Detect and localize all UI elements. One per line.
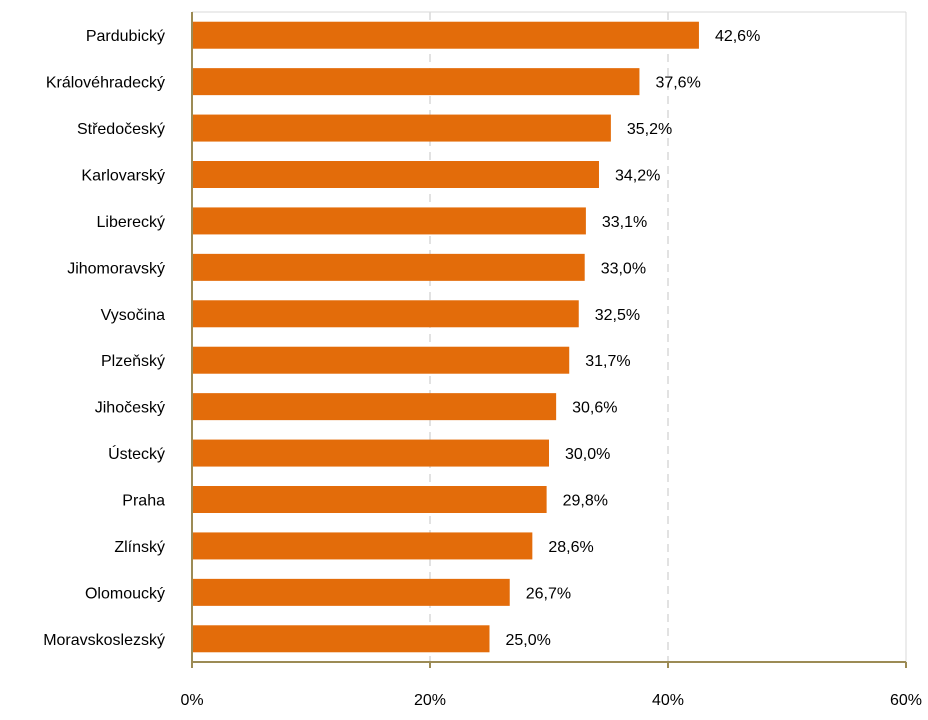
value-label: 25,0% <box>506 632 551 649</box>
bar <box>192 346 570 374</box>
category-label: Vysočina <box>101 307 165 324</box>
gridlines <box>192 11 907 662</box>
value-label: 26,7% <box>526 585 571 602</box>
category-label: Pardubický <box>86 28 165 45</box>
bar <box>192 393 557 421</box>
value-label: 33,1% <box>602 214 647 231</box>
category-label: Středočeský <box>77 121 165 138</box>
value-label: 32,5% <box>595 307 640 324</box>
bar <box>192 161 599 188</box>
category-label: Karlovarský <box>81 168 165 185</box>
bar <box>192 300 579 328</box>
bar <box>192 114 611 142</box>
category-label: Zlínský <box>114 539 165 556</box>
category-label: Liberecký <box>97 214 165 231</box>
category-label: Jihomoravský <box>67 260 165 277</box>
value-label: 28,6% <box>548 539 593 556</box>
value-label: 34,2% <box>615 168 660 185</box>
value-label: 31,7% <box>585 353 630 370</box>
value-label: 33,0% <box>601 260 646 277</box>
x-axis <box>191 12 907 668</box>
category-label: Královéhradecký <box>46 75 165 92</box>
bar <box>192 21 699 49</box>
bar <box>192 68 640 96</box>
category-label: Moravskoslezský <box>43 632 165 649</box>
bar <box>192 625 490 653</box>
x-tick-label: 40% <box>652 692 684 709</box>
x-tick-label: 60% <box>890 692 922 709</box>
bar <box>192 578 510 606</box>
bars <box>192 21 699 653</box>
value-label: 37,6% <box>655 75 700 92</box>
value-labels: 42,6% 37,6% 35,2% 34,2% 33,1% 33,0% 32,5% 31,7%… <box>506 28 761 649</box>
category-label: Jihočeský <box>95 400 165 417</box>
x-tick-label: 0% <box>180 692 203 709</box>
category-label: Plzeňský <box>101 353 165 370</box>
category-label: Olomoucký <box>85 585 165 602</box>
value-label: 30,6% <box>572 400 617 417</box>
bar <box>192 532 533 560</box>
category-labels: Pardubický Královéhradecký Středočeský Karl… <box>43 28 165 649</box>
category-label: Ústecký <box>108 444 165 463</box>
category-label: Praha <box>122 493 165 510</box>
value-label: 30,0% <box>565 446 610 463</box>
x-tick-label: 20% <box>414 692 446 709</box>
bar <box>192 486 547 513</box>
bar <box>192 253 585 281</box>
bar <box>192 439 549 467</box>
x-tick-labels: 0% 20% 40% 60% <box>180 692 922 709</box>
bar <box>192 207 586 235</box>
value-label: 35,2% <box>627 121 672 138</box>
value-label: 42,6% <box>715 28 760 45</box>
value-label: 29,8% <box>563 493 608 510</box>
